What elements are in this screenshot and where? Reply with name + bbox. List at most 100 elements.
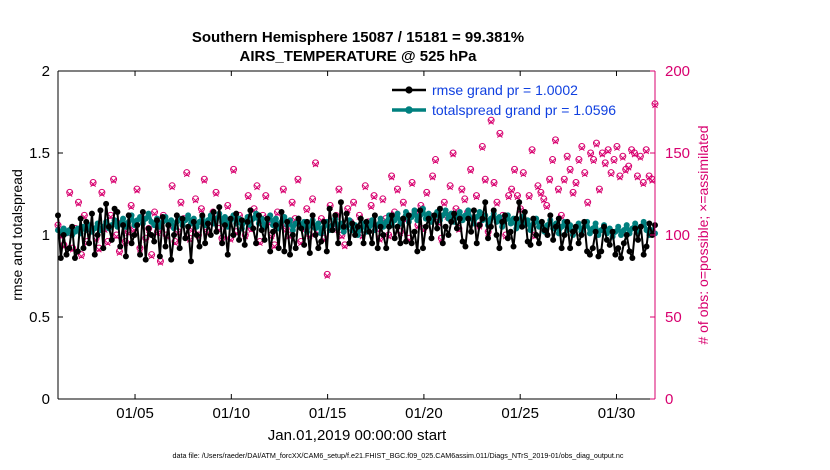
rmse-point xyxy=(199,212,206,219)
obs-assimilated-stroke xyxy=(309,197,316,204)
rmse-point xyxy=(272,222,279,229)
right-tick-label: 100 xyxy=(665,227,690,244)
rmse-point xyxy=(468,228,475,235)
obs-possible-point xyxy=(616,172,624,180)
obs-assimilated-stroke xyxy=(169,184,175,191)
totalspread-point xyxy=(411,207,418,214)
obs-possible-point xyxy=(590,156,598,164)
rmse-point xyxy=(230,232,237,238)
obs-assimilated-point xyxy=(178,200,184,207)
obs-assimilated-point xyxy=(441,200,448,207)
obs-assimilated-stroke xyxy=(341,243,348,250)
obs-possible-point xyxy=(224,201,232,209)
rmse-point xyxy=(306,250,313,257)
obs-assimilated-point xyxy=(371,194,377,201)
totalspread-point xyxy=(465,207,472,214)
obs-assimilated-stroke xyxy=(508,187,515,194)
rmse-point xyxy=(552,223,559,230)
x-tick-label: 01/05 xyxy=(116,405,154,422)
rmse-point xyxy=(462,243,469,250)
obs-assimilated-stroke xyxy=(110,178,117,184)
x-tick-label: 01/20 xyxy=(405,405,443,422)
obs-possible-point xyxy=(171,238,179,246)
obs-possible-point xyxy=(636,152,644,160)
obs-assimilated-stroke xyxy=(254,184,260,191)
obs-possible-point xyxy=(288,198,296,206)
rmse-point xyxy=(637,223,644,230)
obs-assimilated-point xyxy=(637,155,644,161)
obs-assimilated-stroke xyxy=(128,204,135,210)
rmse-point xyxy=(128,240,135,247)
obs-assimilated-point xyxy=(245,194,252,201)
obs-assimilated-point xyxy=(198,207,205,214)
obs-assimilated-stroke xyxy=(388,174,395,181)
obs-possible-point xyxy=(575,156,583,164)
obs-assimilated-stroke xyxy=(535,184,541,191)
obs-assimilated-stroke xyxy=(447,184,454,191)
rmse-point xyxy=(640,251,647,258)
obs-assimilated-stroke xyxy=(201,178,208,184)
obs-assimilated-stroke xyxy=(590,158,597,165)
rmse-point xyxy=(544,232,551,238)
rmse-point xyxy=(340,223,347,230)
obs-assimilated-point xyxy=(497,132,503,138)
obs-assimilated-stroke xyxy=(371,194,377,201)
rmse-point xyxy=(482,199,489,206)
rmse-point xyxy=(547,212,554,219)
obs-assimilated-point xyxy=(614,145,620,151)
obs-assimilated-stroke xyxy=(526,194,533,201)
rmse-point xyxy=(521,209,528,216)
obs-assimilated-stroke xyxy=(224,204,231,210)
obs-assimilated-stroke xyxy=(479,145,486,151)
obs-possible-point xyxy=(212,188,220,196)
rmse-point xyxy=(86,240,93,247)
rmse-point xyxy=(615,245,622,252)
rmse-point xyxy=(598,248,605,255)
totalspread-point xyxy=(289,227,296,234)
data-file-footer: data file: /Users/raeder/DAI/ATM_forcXX/… xyxy=(173,451,624,460)
obs-possible-point xyxy=(80,211,88,219)
obs-possible-point xyxy=(592,139,600,147)
obs-assimilated-stroke xyxy=(570,191,576,197)
obs-possible-point xyxy=(148,251,156,259)
rmse-point xyxy=(632,225,639,232)
rmse-point xyxy=(244,218,251,225)
left-tick-label: 2 xyxy=(42,63,50,80)
obs-assimilated-stroke xyxy=(409,181,415,188)
obs-assimilated-point xyxy=(578,145,585,151)
obs-possible-point xyxy=(563,152,571,160)
obs-assimilated-stroke xyxy=(303,207,310,214)
rmse-point xyxy=(312,232,319,238)
obs-assimilated-stroke xyxy=(549,158,556,165)
obs-assimilated-point xyxy=(491,181,497,188)
obs-assimilated-stroke xyxy=(107,214,114,220)
obs-assimilated-stroke xyxy=(350,200,357,207)
obs-possible-point xyxy=(192,195,200,203)
rmse-point xyxy=(66,245,73,252)
rmse-point xyxy=(335,240,342,247)
obs-assimilated-stroke xyxy=(148,253,155,260)
obs-possible-point xyxy=(528,146,536,154)
obs-assimilated-point xyxy=(590,158,597,165)
obs-assimilated-stroke xyxy=(520,171,527,178)
rmse-point xyxy=(258,227,265,234)
totalspread-point xyxy=(632,220,639,227)
obs-assimilated-stroke xyxy=(151,210,158,217)
obs-possible-point xyxy=(142,234,150,242)
obs-assimilated-point xyxy=(564,155,571,161)
obs-assimilated-point xyxy=(230,168,237,174)
obs-assimilated-point xyxy=(546,178,553,184)
legend-rmse-marker xyxy=(405,86,413,94)
obs-assimilated-stroke xyxy=(289,200,295,207)
totalspread-point xyxy=(623,222,630,229)
obs-possible-point xyxy=(569,188,577,196)
obs-possible-point xyxy=(478,142,486,150)
obs-assimilated-stroke xyxy=(198,207,205,214)
obs-possible-point xyxy=(244,192,252,200)
rmse-point xyxy=(267,248,274,255)
obs-assimilated-stroke xyxy=(394,187,401,194)
obs-possible-point xyxy=(197,205,205,213)
obs-assimilated-point xyxy=(643,148,650,155)
rmse-point xyxy=(445,232,452,238)
obs-assimilated-point xyxy=(584,200,591,207)
